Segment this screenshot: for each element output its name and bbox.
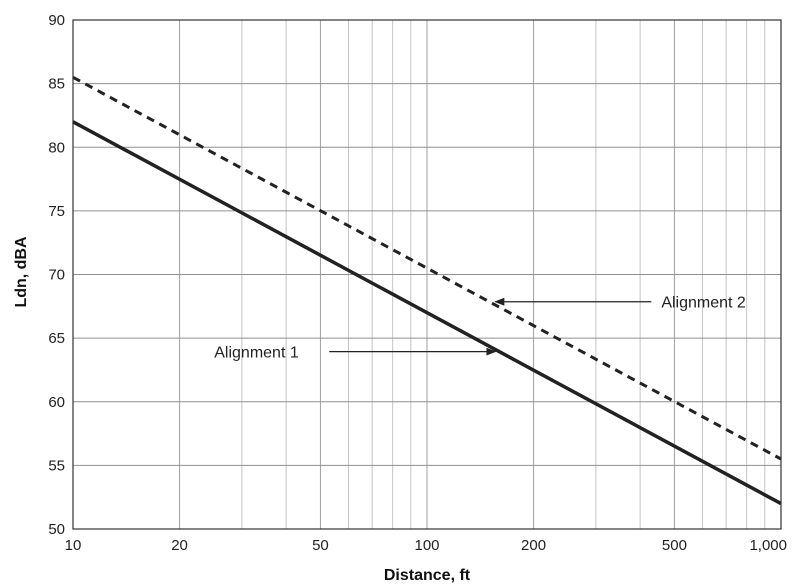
annotations-layer: Alignment 1 Alignment 2	[214, 295, 746, 362]
series-line-alignment-1	[72, 120, 782, 506]
y-tick-label: 85	[48, 76, 65, 93]
x-tick-label: 50	[312, 537, 329, 554]
y-tick-label: 90	[48, 12, 65, 29]
y-axis-title: Ldn, dBA	[13, 236, 30, 308]
y-tick-label: 80	[48, 139, 65, 156]
y-tick-label: 75	[48, 203, 65, 220]
y-tick-label: 60	[48, 394, 65, 411]
y-tick-label: 70	[48, 267, 65, 284]
x-tick-label: 200	[521, 537, 546, 554]
x-axis-title: Distance, ft	[384, 567, 471, 584]
annotation-alignment-1: Alignment 1	[214, 345, 299, 362]
x-axis-ticks: 10 20 50 100 200 500 1,000	[65, 537, 787, 554]
y-tick-label: 65	[48, 330, 65, 347]
series-layer	[72, 75, 782, 506]
y-tick-label: 55	[48, 457, 65, 474]
y-axis-ticks: 50 55 60 65 70 75 80 85 90	[48, 12, 65, 538]
y-tick-label: 50	[48, 521, 65, 538]
x-tick-label: 1,000	[749, 537, 787, 554]
grid	[72, 19, 782, 530]
x-tick-label: 10	[65, 537, 82, 554]
plot-frame	[72, 19, 782, 530]
x-tick-label: 500	[662, 537, 687, 554]
x-tick-label: 100	[414, 537, 439, 554]
annotation-alignment-2: Alignment 2	[661, 295, 746, 312]
x-tick-label: 20	[171, 537, 188, 554]
